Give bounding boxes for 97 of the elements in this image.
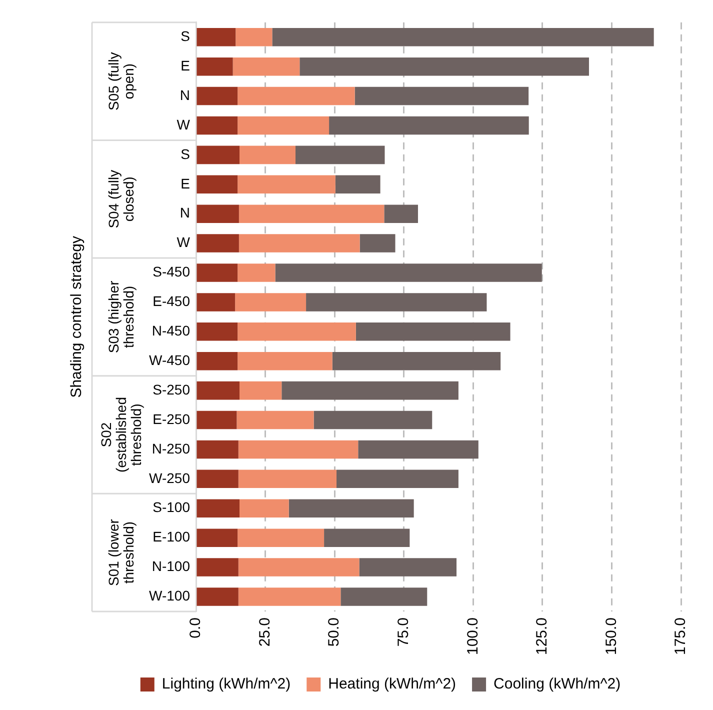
bar — [238, 204, 384, 223]
text: S01 (lower threshold) — [105, 518, 136, 586]
bar — [240, 499, 289, 518]
bar — [238, 528, 324, 547]
y-tick-label: N — [180, 86, 190, 103]
x-tick-label: 150.0 — [602, 617, 620, 656]
bar — [332, 352, 501, 370]
bar — [335, 175, 380, 194]
bar — [238, 116, 330, 135]
bar — [196, 410, 237, 430]
bar — [196, 528, 238, 547]
x-tick-label: 175.0 — [672, 617, 690, 656]
bar — [196, 352, 238, 370]
bar — [235, 293, 306, 312]
bar — [282, 381, 458, 400]
bar — [238, 470, 337, 488]
bar — [359, 558, 457, 576]
text: S05 (fully open) — [105, 52, 136, 110]
y-tick-label: W — [176, 234, 191, 250]
bar — [196, 57, 233, 76]
y-tick-label: S-250 — [152, 381, 190, 398]
y-tick-label: E-250 — [152, 410, 190, 427]
bar — [196, 499, 240, 518]
y-tick-label: W-100 — [149, 588, 190, 604]
legend-label: Cooling (kWh/m^2) — [494, 676, 621, 693]
bar — [196, 86, 238, 106]
bar — [196, 146, 240, 164]
x-tick-label: 125.0 — [534, 617, 551, 656]
bar — [238, 588, 341, 606]
text: S04 (fully closed) — [105, 170, 136, 228]
legend-label: Lighting (kWh/m^2) — [162, 676, 291, 693]
y-tick-label: S — [180, 146, 190, 162]
bar — [196, 204, 239, 223]
bar — [329, 116, 529, 135]
y-tick-label: W-450 — [149, 352, 190, 368]
bar — [238, 322, 356, 341]
bar — [196, 264, 238, 282]
x-tick-label: 50.0 — [326, 617, 343, 647]
bar — [240, 146, 296, 164]
bar — [232, 57, 300, 76]
y-axis-title: Shading control strategy — [68, 236, 86, 398]
bar — [288, 499, 414, 518]
y-tick-label: N-250 — [152, 440, 190, 456]
bar — [196, 293, 236, 312]
y-tick-label: E — [180, 57, 190, 74]
bar — [336, 470, 458, 488]
bar — [358, 440, 478, 459]
bar — [354, 86, 529, 106]
x-tick-label: 25.0 — [256, 617, 274, 647]
bar — [238, 352, 332, 370]
y-tick-label: N-450 — [152, 322, 190, 339]
bar — [238, 558, 360, 576]
bar — [272, 28, 654, 46]
bar — [314, 410, 432, 430]
bar — [196, 381, 240, 400]
bar — [196, 558, 238, 576]
bar — [238, 440, 358, 459]
x-tick-label: 100.0 — [464, 617, 482, 656]
y-tick-label: S — [180, 28, 190, 44]
bar — [238, 175, 336, 194]
bar — [360, 234, 396, 252]
y-tick-label: S-450 — [152, 264, 190, 280]
bar — [275, 264, 542, 282]
legend-label: Heating (kWh/m^2) — [328, 676, 456, 693]
bar — [238, 234, 360, 252]
bar — [196, 588, 238, 606]
y-tick-label: W — [176, 116, 191, 132]
bar — [196, 470, 238, 488]
y-tick-label: N-100 — [152, 558, 190, 574]
y-tick-label: W-250 — [149, 470, 190, 486]
y-tick-label: E — [180, 175, 190, 192]
bar — [236, 410, 314, 430]
y-tick-label: N — [180, 204, 190, 221]
y-tick-label: S-100 — [152, 499, 190, 516]
bar — [238, 264, 276, 282]
bar — [238, 86, 355, 106]
bar — [236, 28, 272, 46]
bar — [306, 293, 487, 312]
bar — [240, 381, 282, 400]
bar — [196, 322, 238, 341]
bar — [196, 175, 238, 194]
bar — [324, 528, 410, 547]
text: S03 (higher threshold) — [105, 280, 136, 354]
bar — [196, 116, 238, 135]
text: S02 (established threshold) — [98, 396, 144, 472]
bar — [384, 204, 418, 223]
bar — [356, 322, 510, 341]
bar — [196, 440, 238, 459]
y-tick-label: E-450 — [152, 293, 190, 310]
bar — [300, 57, 589, 76]
x-tick-label: 75.0 — [395, 617, 412, 647]
y-tick-label: E-100 — [152, 528, 190, 545]
bar — [295, 146, 385, 164]
bar — [196, 234, 239, 252]
bar — [196, 28, 236, 46]
bar — [340, 588, 428, 606]
x-tick-label: 0.0 — [187, 617, 204, 638]
